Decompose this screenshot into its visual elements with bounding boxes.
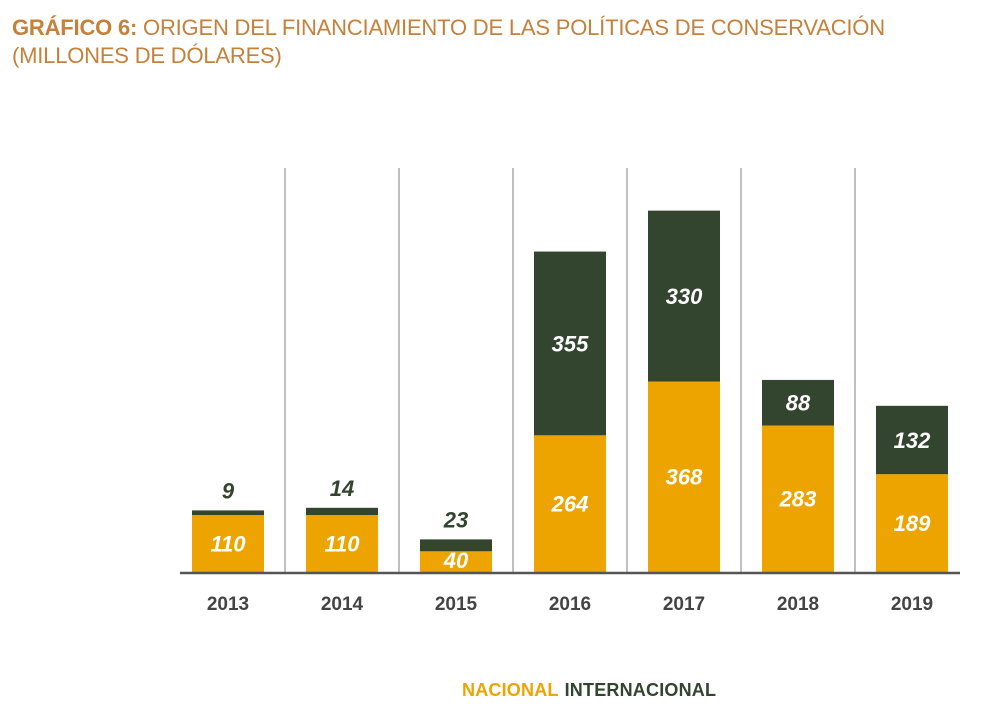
legend: NACIONAL INTERNACIONAL — [462, 680, 722, 701]
chart-title-prefix: GRÁFICO 6: — [12, 15, 138, 40]
legend-internacional: INTERNACIONAL — [564, 680, 717, 700]
data-label-nacional-2015: 40 — [443, 548, 469, 573]
chart-subtitle: (MILLONES DE DÓLARES) — [12, 43, 282, 68]
bar-internacional-2016 — [534, 251, 606, 436]
x-tick-label-2015: 2015 — [435, 594, 478, 615]
bar-internacional-2019 — [876, 405, 948, 475]
chart-title-line-1: GRÁFICO 6: ORIGEN DEL FINANCIAMIENTO DE … — [12, 14, 982, 42]
bar-internacional-2017 — [648, 210, 720, 382]
chart-title: GRÁFICO 6: ORIGEN DEL FINANCIAMIENTO DE … — [12, 14, 982, 70]
data-label-internacional-2013: 9 — [222, 478, 235, 503]
data-label-nacional-2017: 368 — [666, 465, 703, 490]
bar-nacional-2016 — [534, 435, 606, 572]
bar-nacional-2015 — [420, 551, 492, 572]
data-label-nacional-2019: 189 — [894, 511, 931, 536]
bar-nacional-2017 — [648, 381, 720, 572]
data-label-internacional-2016: 355 — [552, 331, 589, 356]
x-tick-label-2014: 2014 — [321, 594, 364, 615]
chart-title-text: ORIGEN DEL FINANCIAMIENTO DE LAS POLÍTIC… — [143, 15, 885, 40]
x-tick-label-2016: 2016 — [549, 594, 591, 615]
x-tick-label-2013: 2013 — [207, 594, 249, 615]
x-tick-label-2018: 2018 — [777, 594, 819, 615]
data-label-internacional-2019: 132 — [894, 428, 931, 453]
bar-nacional-2019 — [876, 474, 948, 572]
bar-nacional-2014 — [306, 515, 378, 572]
data-label-nacional-2016: 264 — [551, 492, 589, 517]
x-tick-label-2019: 2019 — [891, 594, 933, 615]
data-label-nacional-2013: 110 — [210, 532, 246, 557]
data-label-internacional-2018: 88 — [786, 391, 811, 416]
bar-internacional-2014 — [306, 507, 378, 516]
data-label-internacional-2017: 330 — [666, 284, 703, 309]
bar-nacional-2018 — [762, 425, 834, 572]
data-label-internacional-2015: 23 — [443, 507, 468, 532]
bar-internacional-2018 — [762, 379, 834, 426]
data-label-nacional-2018: 283 — [779, 487, 817, 512]
bar-internacional-2013 — [192, 510, 264, 516]
data-label-internacional-2014: 14 — [330, 476, 354, 501]
bar-nacional-2013 — [192, 515, 264, 572]
x-tick-label-2017: 2017 — [663, 594, 705, 615]
data-label-nacional-2014: 110 — [324, 532, 360, 557]
bar-internacional-2015 — [420, 539, 492, 552]
legend-nacional: NACIONAL — [462, 680, 559, 700]
